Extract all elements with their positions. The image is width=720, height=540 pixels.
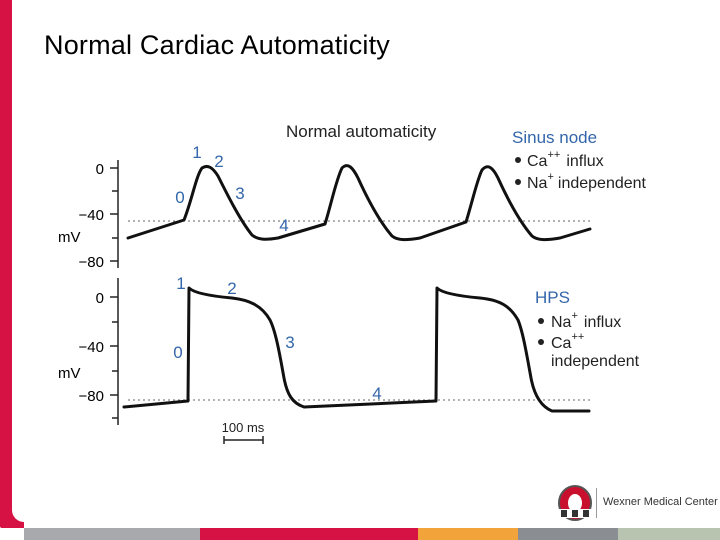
bottom-phase-labels: 0 1 2 3 4 [173,274,381,403]
left-accent-inner [12,0,26,522]
top-phase-0: 0 [175,188,184,207]
top-tick-minus80: −80 [79,254,104,271]
bottom-tick-0: 0 [96,290,104,307]
bottom-tick-minus40: −40 [79,339,104,356]
sinus-node-heading: Sinus node [512,128,597,147]
scale-bar-label: 100 ms [222,420,265,435]
hps-bullet-1: Na+ influx [551,310,621,331]
logo-divider [596,488,597,518]
top-phase-3: 3 [235,184,244,203]
hps-bullet-2-continuation: independent [551,353,640,370]
top-tick-0: 0 [96,161,104,178]
bullet-dot [515,157,521,163]
bottom-phase-4: 4 [372,384,381,403]
hps-bullets: Na+ influx Ca++ independent [538,310,640,370]
sinus-bullet-2: Na+ independent [527,171,647,192]
bullet-dot [515,179,521,185]
sinus-node-bullets: Ca++ influx Na+ independent [515,149,647,192]
bottom-phase-3: 3 [285,333,294,352]
top-phase-labels: 0 1 2 3 4 [175,143,288,235]
bullet-dot [538,318,544,324]
logo-text: Wexner Medical Center [603,496,718,508]
strip-segment-red [200,528,418,540]
slide-title: Normal Cardiac Automaticity [44,30,391,60]
top-axis [110,160,119,268]
strip-segment-orange [418,528,518,540]
top-phase-1: 1 [192,143,201,162]
strip-segment-sage [618,528,720,540]
bottom-phase-1: 1 [176,274,185,293]
bottom-axis-unit: mV [58,365,81,382]
bullet-dot [538,339,544,345]
strip-segment-grey [24,528,200,540]
top-tick-minus40: −40 [79,207,104,224]
strip-segment-dark-grey [518,528,618,540]
top-axis-unit: mV [58,229,81,246]
top-phase-2: 2 [214,152,223,171]
hps-waveform [122,286,591,413]
wexner-logo: Wexner Medical Center [556,482,718,522]
hps-bullet-2: Ca++ [551,331,584,352]
bottom-phase-2: 2 [227,279,236,298]
bottom-phase-0: 0 [173,343,182,362]
hps-heading: HPS [535,288,570,307]
panel-title: Normal automaticity [286,122,437,141]
sinus-bullet-1: Ca++ influx [527,149,604,170]
scale-bar [223,436,264,444]
bottom-color-strip [24,528,720,540]
block-o-logo-icon [558,485,592,521]
bottom-tick-minus80: −80 [79,388,104,405]
sinus-node-waveform [126,164,592,242]
bottom-axis [110,278,119,425]
top-phase-4: 4 [279,216,288,235]
